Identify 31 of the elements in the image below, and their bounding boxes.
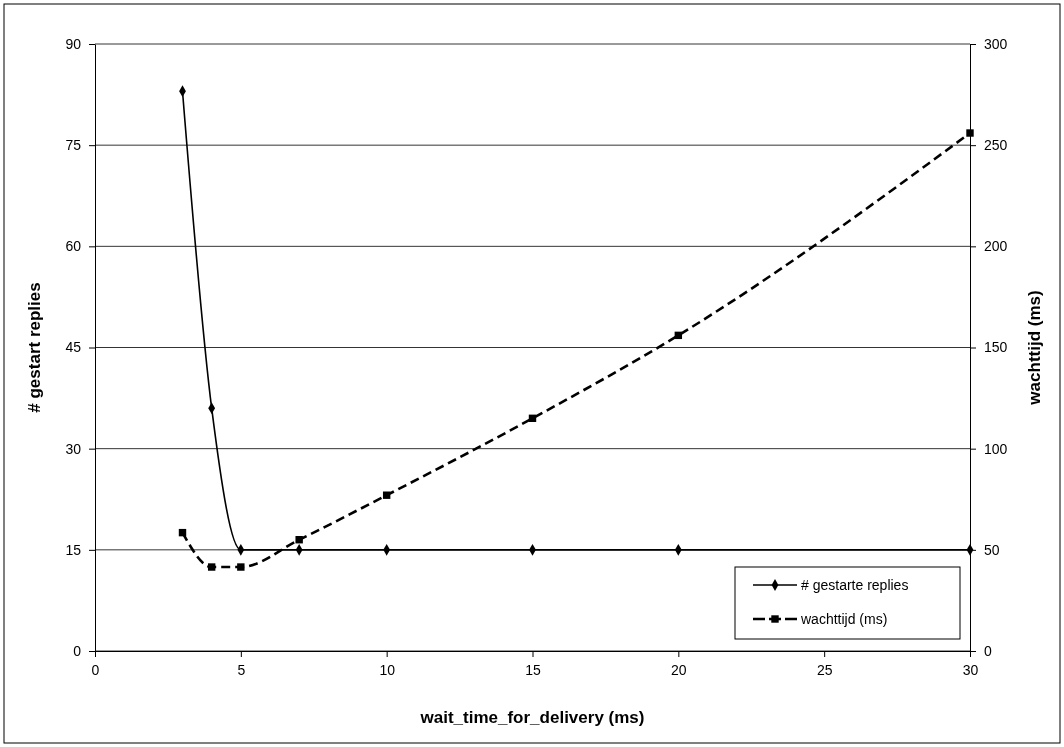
y-tick-label: 75 [65,137,82,154]
point [295,536,303,544]
point [207,563,216,571]
y-tick-label: 60 [65,238,82,255]
point [237,563,245,571]
legend-label: wachttijd (ms) [800,611,888,627]
y-tick-label: 30 [65,440,82,457]
x-tick-label: 0 [91,661,100,678]
y2-axis-title: wachttijd (ms) [1025,290,1044,406]
y-tick-label: 15 [65,541,82,558]
x-tick-label: 20 [671,661,687,678]
y2-tick-label: 150 [984,339,1008,356]
x-tick-label: 30 [962,661,979,678]
x-tick-label: 10 [379,661,396,678]
y2-tick-label: 100 [984,440,1008,457]
y2-tick-label: 200 [984,238,1008,255]
y2-tick-label: 250 [984,137,1008,154]
x-tick-label: 25 [816,661,833,678]
y2-tick-label: 50 [984,541,1000,558]
x-tick-label: 5 [237,661,246,678]
point [966,129,974,137]
y-axis-title: # gestart replies [25,282,44,413]
x-axis-title: wait_time_for_delivery (ms) [419,708,645,727]
y2-tick-label: 0 [984,642,992,659]
y-tick-label: 45 [65,339,82,356]
legend-label: # gestarte replies [801,577,909,593]
y2-tick-label: 300 [984,35,1008,52]
point [382,491,391,499]
y-tick-label: 90 [65,35,82,52]
x-tick-label: 15 [525,661,541,678]
y-tick-label: 0 [73,642,82,659]
